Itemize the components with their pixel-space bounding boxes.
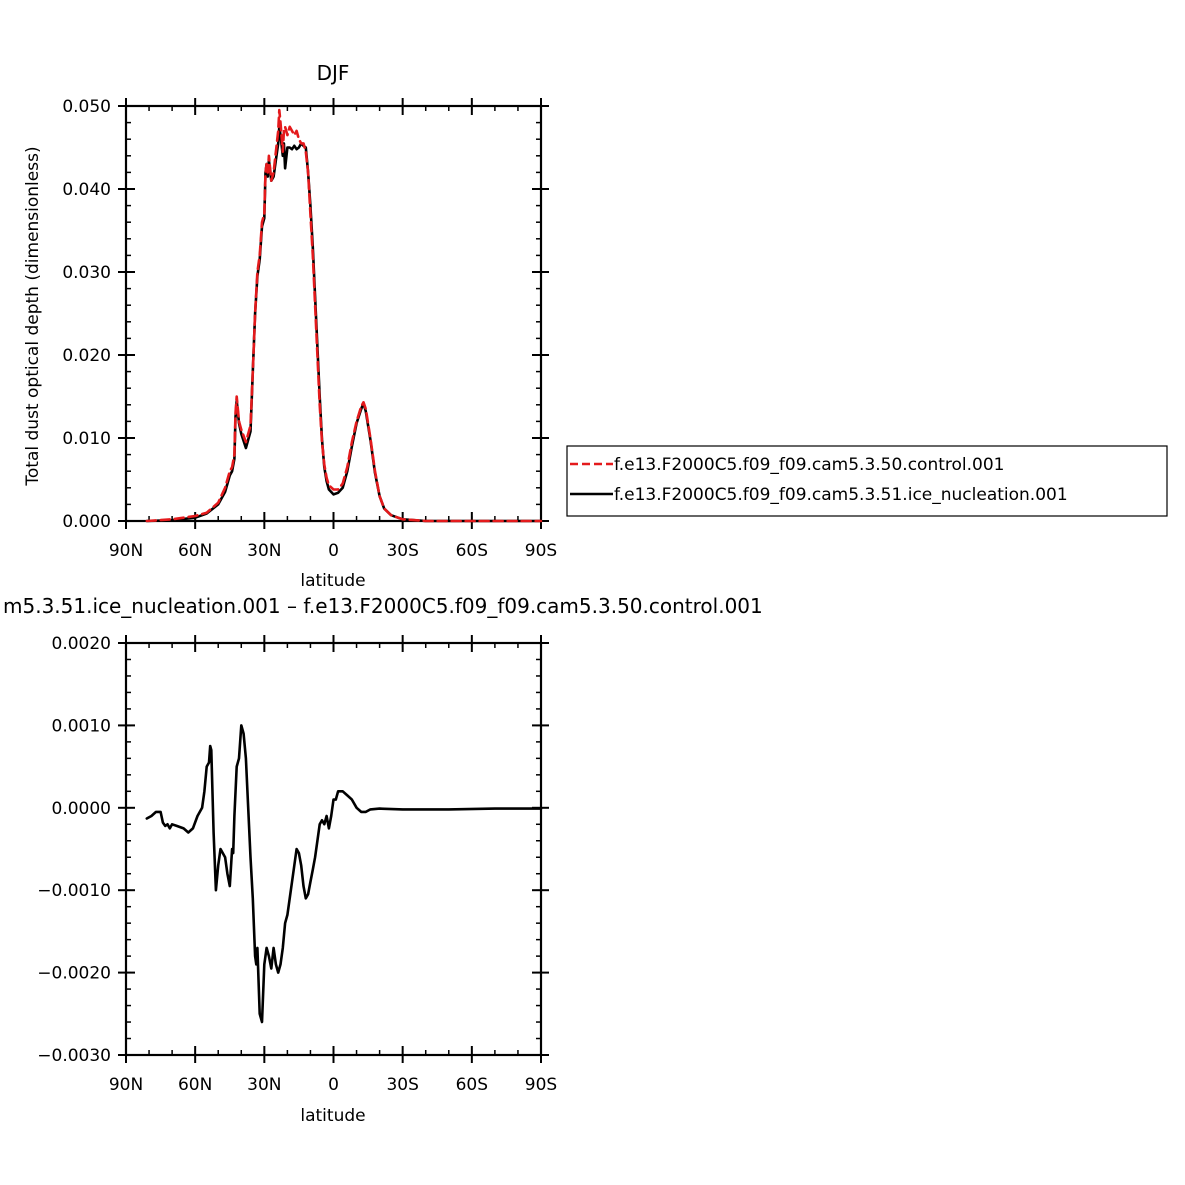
x-tick-label: 90N [109, 1075, 143, 1095]
series-line-0-1 [145, 125, 543, 523]
y-tick-label: 0.020 [62, 346, 111, 366]
x-tick-label: 60N [178, 1075, 212, 1095]
y-tick-label: 0.000 [62, 512, 111, 532]
top-panel-title: DJF [317, 61, 350, 85]
legend-label-control: f.e13.F2000C5.f09_f09.cam5.3.50.control.… [614, 455, 1005, 475]
top-panel-y-axis-label: Total dust optical depth (dimensionless) [23, 146, 43, 486]
y-tick-label: 0.0000 [52, 799, 111, 819]
series-line-0-0 [145, 108, 543, 523]
x-tick-label: 90S [525, 1075, 557, 1095]
x-tick-label: 0 [328, 541, 339, 561]
x-tick-label: 90S [525, 541, 557, 561]
series-line-1-0 [145, 724, 543, 1024]
bottom-panel: m5.3.51.ice_nucleation.001 – f.e13.F2000… [3, 594, 763, 1126]
bottom-panel-x-axis-label: latitude [300, 1106, 365, 1126]
bottom-panel-title: m5.3.51.ice_nucleation.001 – f.e13.F2000… [3, 594, 763, 618]
x-tick-label: 90N [109, 541, 143, 561]
y-tick-label: 0.040 [62, 180, 111, 200]
y-tick-label: −0.0010 [37, 881, 111, 901]
legend: f.e13.F2000C5.f09_f09.cam5.3.50.control.… [566, 445, 1168, 517]
y-tick-label: −0.0030 [37, 1046, 111, 1066]
x-tick-label: 60S [456, 1075, 488, 1095]
x-tick-label: 60S [456, 541, 488, 561]
top-panel-x-axis-label: latitude [300, 571, 365, 591]
y-tick-label: 0.050 [62, 97, 111, 117]
x-tick-label: 60N [178, 541, 212, 561]
y-tick-label: 0.0020 [52, 634, 111, 654]
legend-box [566, 445, 1168, 517]
y-tick-label: 0.030 [62, 263, 111, 283]
y-tick-label: 0.010 [62, 429, 111, 449]
x-tick-label: 0 [328, 1075, 339, 1095]
x-tick-label: 30S [386, 541, 418, 561]
plot-frame [124, 104, 543, 523]
legend-label-ice-nucleation: f.e13.F2000C5.f09_f09.cam5.3.51.ice_nucl… [614, 485, 1068, 505]
x-tick-label: 30S [386, 1075, 418, 1095]
top-panel: DJF Total dust optical depth (dimensionl… [23, 61, 557, 591]
x-tick-label: 30N [247, 541, 281, 561]
plot-frame [124, 641, 543, 1057]
y-tick-label: 0.0010 [52, 716, 111, 736]
y-tick-label: −0.0020 [37, 964, 111, 984]
x-tick-label: 30N [247, 1075, 281, 1095]
